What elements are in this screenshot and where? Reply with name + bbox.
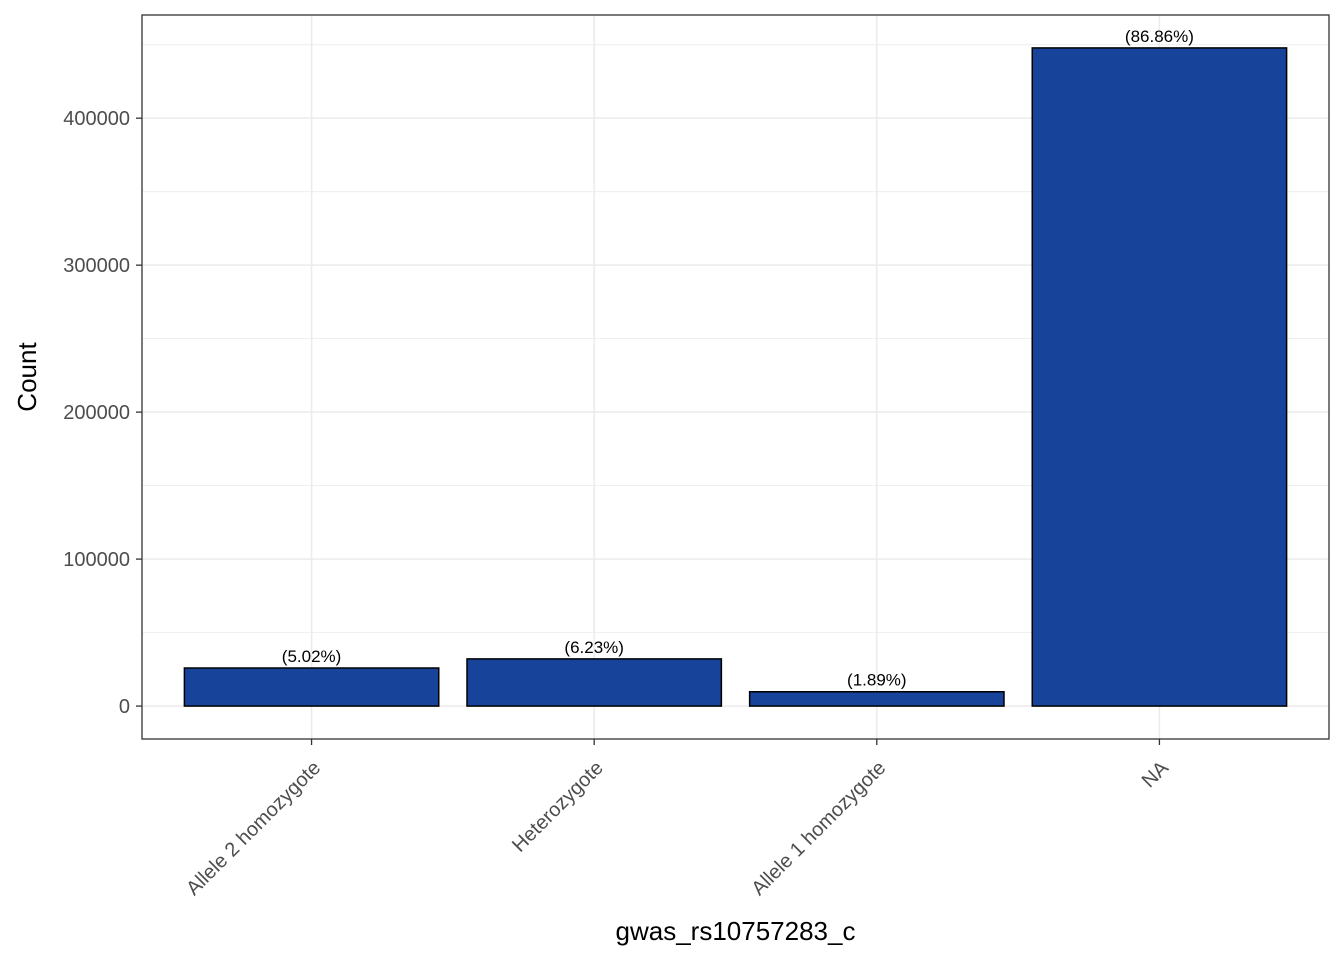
y-tick-label: 400000 — [63, 108, 130, 130]
y-tick-label: 100000 — [63, 549, 130, 571]
y-axis: 0 100000 200000 300000 400000 — [63, 108, 142, 718]
bar-label-2: (1.89%) — [847, 671, 907, 690]
y-axis-title: Count — [12, 342, 42, 412]
x-axis-title: gwas_rs10757283_c — [616, 916, 856, 946]
y-tick-label: 200000 — [63, 402, 130, 424]
bar-1 — [466, 658, 723, 707]
bars — [183, 47, 1288, 707]
bar-label-1: (6.23%) — [564, 638, 624, 657]
bar-value-labels: (5.02%) (6.23%) (1.89%) (86.86%) — [282, 27, 1194, 690]
y-tick-label: 0 — [119, 696, 130, 718]
panel-border — [141, 14, 1330, 740]
bar-label-0: (5.02%) — [282, 647, 342, 666]
bar-2 — [748, 690, 1005, 707]
y-tick-label: 300000 — [63, 255, 130, 277]
bar-label-3: (86.86%) — [1125, 27, 1194, 46]
bar-3 — [1031, 47, 1288, 707]
bar-0 — [183, 667, 440, 707]
